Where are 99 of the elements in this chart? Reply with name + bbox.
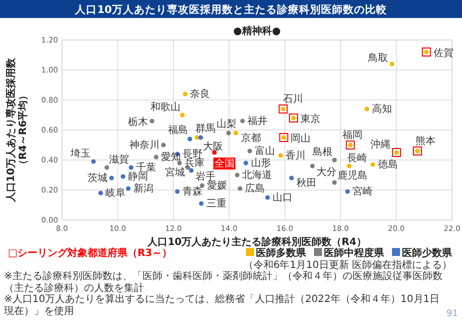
annotation: 福岡: [342, 129, 362, 141]
annotation: 鳥取: [367, 52, 388, 64]
point: [392, 148, 402, 157]
text: □シーリング対象都道府県（R3～）: [8, 247, 172, 259]
annotation: 山梨: [216, 118, 237, 130]
annotation: 大阪: [203, 140, 224, 152]
y-axis-title: 人口10万人あたり専攻医採用数（R4～R6平均）: [5, 57, 29, 203]
annotation: 北海道: [242, 169, 272, 181]
annotation: 鹿児島: [337, 170, 368, 182]
annotation: 兵庫: [184, 157, 205, 169]
annotation: 佐賀: [433, 47, 454, 59]
annotation: 岐阜: [106, 187, 126, 199]
annotation: 山形: [250, 157, 271, 169]
annotation: 宮崎: [352, 186, 373, 198]
point: [126, 186, 131, 191]
point: [332, 158, 337, 162]
annotation: 山口: [272, 192, 293, 204]
annotation: 高知: [372, 103, 392, 115]
annotation: 島根: [312, 146, 332, 158]
annotation: 埼玉: [69, 148, 90, 160]
point: [175, 189, 180, 194]
annotation: 香川: [286, 150, 306, 162]
point: [180, 112, 185, 118]
annotation: 徳島: [378, 158, 398, 170]
legend-label: 医師中程度県: [324, 247, 385, 259]
annotation: 秋田: [296, 177, 317, 189]
annotation: 三重: [206, 198, 226, 210]
point: [332, 180, 337, 185]
point: [154, 154, 158, 160]
text: ※人口10万人あたりを算出するに当たっては、総務省「人口推計（2022年（令和４年）10月1日現在）」を使用: [4, 294, 441, 317]
annotation: 千葉: [136, 162, 156, 174]
point: [244, 160, 248, 166]
point: [120, 174, 126, 179]
point: [226, 130, 231, 136]
text: （令和6年1月10日更新 医師偏在指標による）: [243, 259, 452, 271]
point: [150, 118, 154, 124]
x-axis-title: 人口10万人あたり主たる診療科別医師数（R4）: [146, 236, 366, 248]
annotation: 滋賀: [108, 154, 129, 166]
point: [161, 142, 166, 148]
point: [91, 159, 96, 164]
annotation: 岡山: [290, 132, 311, 144]
annotation: 長野: [182, 149, 202, 160]
chart-subtitle: ●精神科●: [233, 25, 281, 37]
annotation: 京都: [240, 132, 261, 144]
legend-label: 医師少数県: [402, 247, 453, 259]
point: [370, 162, 376, 167]
point: [182, 92, 188, 96]
annotation: 群馬: [196, 122, 216, 134]
point: [278, 104, 288, 114]
annotation: 福島: [168, 124, 188, 136]
annotation: 新潟: [133, 182, 154, 194]
point: [247, 148, 252, 154]
point: [265, 195, 270, 200]
annotation: 沖縄: [370, 138, 391, 150]
point: [288, 114, 298, 122]
point: [240, 118, 245, 124]
point: [346, 140, 355, 150]
point: [98, 190, 104, 196]
annotation: 広島: [245, 182, 266, 194]
point: [188, 168, 194, 173]
annotation: 愛媛: [207, 180, 228, 192]
annotation: 熊本: [415, 135, 436, 147]
point: [198, 201, 204, 206]
annotation: 愛知: [161, 151, 182, 163]
point: [238, 186, 242, 191]
point: [109, 176, 114, 180]
annotation: 宮城: [164, 166, 185, 178]
point: [234, 130, 238, 136]
point: [345, 189, 350, 194]
point: [364, 106, 370, 112]
point: [346, 164, 352, 168]
annotation: 長崎: [347, 152, 368, 164]
point: [390, 62, 394, 66]
point: [128, 165, 134, 170]
point: [104, 165, 110, 170]
point: [310, 164, 315, 168]
point: [278, 153, 283, 158]
annotation: 栃木: [128, 116, 148, 128]
annotation: 和歌山: [150, 101, 180, 113]
annotation: 福井: [248, 115, 268, 127]
point: [422, 48, 431, 56]
annotation: 岩手: [195, 170, 216, 182]
annotation: 神奈川: [129, 139, 160, 151]
point: [289, 176, 294, 180]
text: 91: [446, 309, 458, 319]
point: [234, 172, 240, 178]
annotation: 富山: [254, 145, 275, 157]
annotation: 青森: [182, 186, 202, 198]
chart-title: 人口10万人あたり専攻医採用数と主たる診療科別医師数の比較: [74, 3, 388, 16]
point: [188, 136, 192, 142]
annotation: 大分: [316, 166, 336, 178]
point: [198, 135, 204, 140]
annotation: 東京: [300, 113, 320, 125]
point: [412, 146, 422, 156]
annotation: 静岡: [128, 170, 148, 182]
annotation: 石川: [283, 93, 304, 105]
legend-label: 医師多数県: [256, 247, 307, 259]
annotation: 奈良: [190, 88, 210, 100]
annotation: 茨城: [88, 172, 108, 184]
